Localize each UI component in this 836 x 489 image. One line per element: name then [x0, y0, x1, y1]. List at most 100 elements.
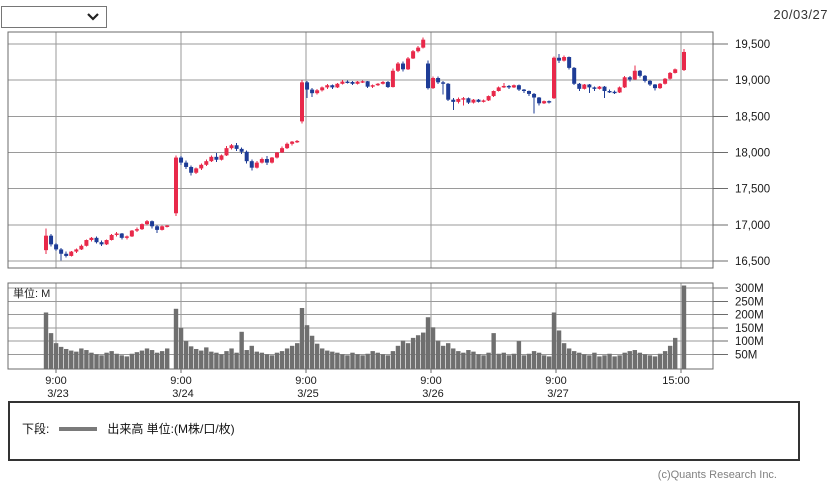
candle-down: [179, 157, 184, 163]
candle-down: [249, 161, 254, 168]
chevron-down-icon: [87, 13, 99, 21]
candle-up: [69, 251, 74, 256]
candle-up: [209, 156, 214, 162]
candle-up: [199, 164, 204, 169]
candle-down: [637, 70, 642, 76]
volume-bar: [109, 351, 114, 369]
candle-down: [214, 156, 219, 160]
volume-bar: [314, 343, 320, 369]
volume-bar: [566, 348, 572, 369]
candle-down: [567, 57, 572, 68]
volume-bar: [556, 330, 562, 369]
volume-tick-label: 300M: [735, 283, 764, 295]
candle-down: [239, 148, 244, 152]
x-date-label: 3/27: [547, 388, 568, 400]
volume-bar: [340, 354, 345, 369]
volume-bar: [284, 348, 290, 369]
volume-bar: [541, 355, 547, 369]
candle-up: [300, 82, 304, 122]
volume-bar: [551, 312, 557, 369]
candle-down: [587, 84, 592, 88]
volume-bar: [561, 343, 567, 369]
volume-bar: [637, 352, 643, 369]
volume-bar: [421, 332, 426, 369]
volume-bar: [622, 352, 627, 369]
volume-bar: [430, 327, 436, 369]
legend-box: 下段: 出来高 単位:(M株/口/枚): [8, 401, 800, 461]
candle-down: [401, 63, 405, 70]
x-date-label: 3/23: [47, 388, 68, 400]
volume-bar: [94, 354, 99, 369]
candle-up: [290, 141, 295, 144]
candle-up: [134, 229, 139, 231]
price-tick-label: 17,000: [735, 220, 770, 232]
volume-bar: [304, 325, 310, 369]
volume-bar: [506, 355, 511, 369]
volume-bar: [335, 352, 340, 369]
volume-bar: [330, 351, 335, 369]
volume-bar: [632, 350, 637, 369]
volume-bar: [69, 350, 74, 369]
period-dropdown[interactable]: [1, 6, 107, 28]
candle-down: [264, 159, 269, 163]
x-date-label: 3/26: [422, 388, 443, 400]
volume-bar: [279, 351, 285, 369]
volume-bar: [274, 352, 280, 369]
volume-bar: [496, 353, 501, 369]
x-time-label: 9:00: [420, 375, 441, 387]
candle-up: [79, 245, 84, 250]
volume-bar: [415, 335, 421, 369]
candle-down: [572, 67, 577, 84]
volume-bar: [119, 355, 124, 369]
volume-bar: [114, 353, 119, 369]
volume-bar: [597, 356, 602, 369]
volume-bar: [547, 356, 552, 369]
volume-bar: [582, 354, 587, 369]
volume-bar: [380, 354, 385, 369]
volume-bar: [254, 351, 259, 369]
candle-up: [395, 63, 400, 71]
candle-up: [129, 230, 134, 237]
candle-up: [390, 70, 395, 88]
candle-up: [109, 234, 114, 241]
volume-bar: [264, 354, 270, 369]
legend-row: 下段: 出来高 単位:(M株/口/枚): [22, 420, 235, 437]
candle-up: [658, 83, 663, 89]
volume-bar: [234, 352, 239, 369]
volume-bar: [149, 350, 155, 369]
volume-bar: [199, 350, 204, 369]
candle-up: [124, 236, 129, 238]
candle-up: [160, 226, 165, 230]
x-time-label: 9:00: [545, 375, 566, 387]
candle-up: [259, 159, 264, 163]
x-time-label: 15:00: [662, 375, 690, 387]
volume-bar: [188, 346, 194, 369]
x-time-label: 9:00: [170, 375, 191, 387]
volume-bar: [269, 355, 275, 369]
volume-bar: [456, 351, 461, 369]
candle-up: [486, 96, 491, 101]
candle-up: [165, 225, 170, 227]
candle-down: [345, 81, 350, 84]
candle-down: [602, 86, 607, 92]
candle-up: [335, 83, 340, 88]
volume-bar: [289, 345, 295, 369]
candle-up: [481, 100, 486, 102]
candle-up: [340, 81, 345, 84]
volume-bar: [461, 352, 466, 369]
volume-bar: [320, 348, 325, 369]
volume-tick-label: 150M: [735, 323, 764, 335]
volume-bar: [129, 353, 135, 369]
volume-tick-label: 100M: [735, 336, 764, 348]
volume-bar: [360, 355, 365, 369]
candle-up: [194, 168, 199, 173]
candle-up: [582, 84, 587, 89]
candle-up: [411, 51, 416, 59]
candle-up: [562, 57, 567, 61]
volume-bar: [249, 345, 254, 369]
candle-down: [612, 91, 617, 94]
candle-up: [315, 90, 320, 94]
volume-bar: [501, 352, 506, 369]
candle-down: [547, 101, 552, 103]
volume-bar: [592, 352, 597, 369]
